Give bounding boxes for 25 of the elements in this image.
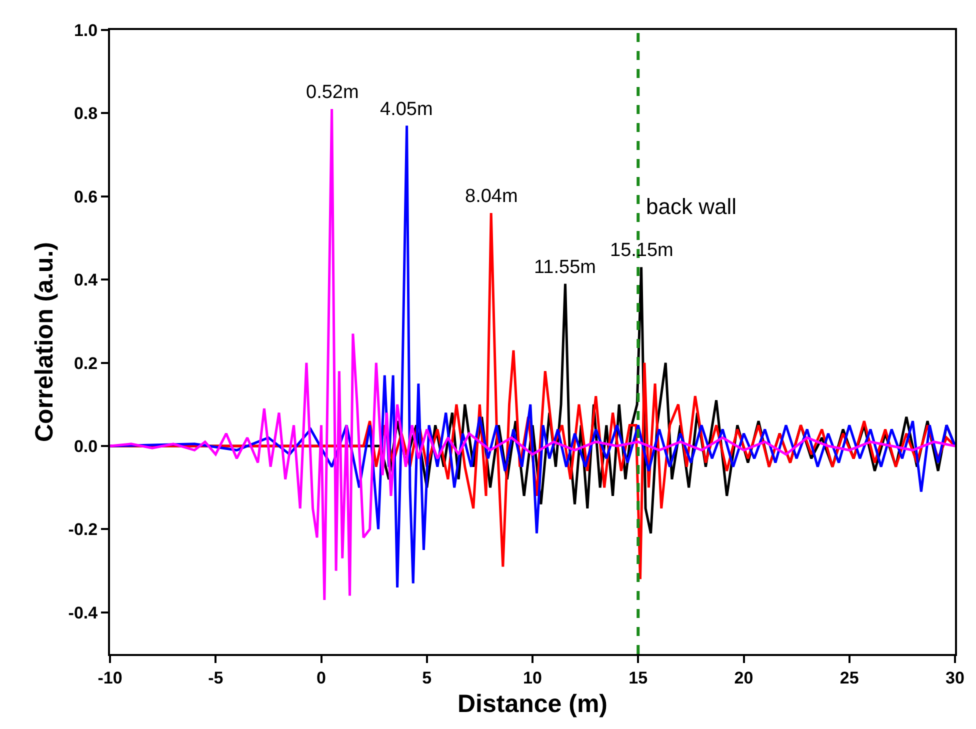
x-tick-label: 5 xyxy=(422,668,432,688)
x-tick-label: -10 xyxy=(98,668,122,688)
x-tick-label: 10 xyxy=(523,668,542,688)
y-tick-label: 1.0 xyxy=(74,20,98,40)
y-tick-label: 0.0 xyxy=(74,436,98,456)
x-tick-label: 30 xyxy=(946,668,964,688)
y-tick-label: 0.4 xyxy=(74,270,98,290)
y-tick-label: 0.6 xyxy=(74,187,98,206)
annotation: 0.52m xyxy=(306,82,359,103)
annotation: 4.05m xyxy=(380,99,433,120)
ref-line-label: back wall xyxy=(646,194,736,219)
x-axis-title: Distance (m) xyxy=(457,690,608,718)
y-tick-label: -0.4 xyxy=(68,603,98,622)
x-tick-label: -5 xyxy=(208,668,224,688)
y-tick-label: 0.8 xyxy=(74,104,98,124)
annotation: 11.55m xyxy=(534,257,596,278)
x-tick-label: 20 xyxy=(734,668,754,688)
x-tick-label: 0 xyxy=(316,668,326,688)
y-tick-label: 0.2 xyxy=(74,354,98,373)
annotation: 15.15m xyxy=(610,240,674,261)
x-tick-label: 15 xyxy=(628,668,648,688)
x-tick-label: 25 xyxy=(840,668,859,688)
annotation: 8.04m xyxy=(465,186,518,207)
y-axis-title: Correlation (a.u.) xyxy=(30,242,59,442)
y-tick-label: -0.2 xyxy=(68,520,98,540)
